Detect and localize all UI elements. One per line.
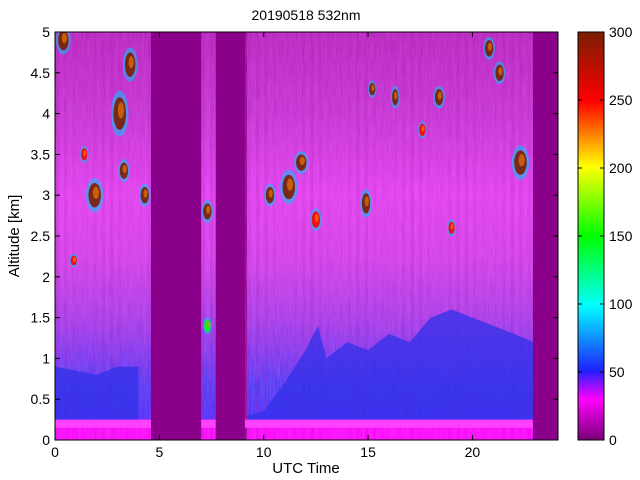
cloud-feature xyxy=(138,183,151,207)
y-tick-label: 0 xyxy=(42,432,50,448)
y-tick-label: 1 xyxy=(42,350,50,366)
x-tick-label: 10 xyxy=(256,444,272,460)
colorbar-tick-label: 250 xyxy=(609,92,633,108)
cloud-feature xyxy=(417,121,427,139)
y-tick-label: 4.5 xyxy=(31,65,51,81)
x-tick-label: 0 xyxy=(51,444,59,460)
cloud-feature xyxy=(483,36,495,60)
cloud-feature xyxy=(122,47,138,82)
colorbar-gradient xyxy=(577,31,605,441)
cloud-feature xyxy=(69,253,79,268)
colorbar-ticks: 0 50 100 150 200 250 300 xyxy=(578,24,633,448)
cloud-feature xyxy=(110,90,129,137)
cloud-feature xyxy=(201,200,214,223)
cloud-feature xyxy=(293,151,309,174)
y-tick-label: 1.5 xyxy=(31,310,51,326)
x-tick-label: 20 xyxy=(465,444,481,460)
colorbar-tick-label: 0 xyxy=(609,432,617,448)
y-tick-label: 0.5 xyxy=(31,391,51,407)
colorbar-tick-label: 50 xyxy=(609,364,625,380)
y-tick-label: 2.5 xyxy=(31,228,51,244)
cloud-feature xyxy=(264,183,276,207)
x-tick-label: 15 xyxy=(360,444,376,460)
y-axis: 0 0.5 1 1.5 2 2.5 3 3.5 4 4.5 5 xyxy=(31,24,558,448)
y-tick-label: 5 xyxy=(42,24,50,40)
boundary-layer xyxy=(55,309,533,428)
cloud-feature xyxy=(279,169,298,205)
colorbar-tick-label: 300 xyxy=(609,24,633,40)
cloud-feature xyxy=(390,85,400,109)
cloud-features xyxy=(56,32,530,335)
cloud-feature xyxy=(511,145,530,180)
cloud-feature xyxy=(367,80,377,98)
y-tick-label: 3.5 xyxy=(31,146,51,162)
x-axis: 0 5 10 15 20 xyxy=(51,32,480,460)
colorbar-tick-label: 100 xyxy=(609,296,633,312)
cloud-feature xyxy=(79,145,89,163)
chart-title: 20190518 532nm xyxy=(252,7,361,23)
cloud-feature xyxy=(447,219,456,237)
cloud-feature xyxy=(56,32,71,55)
cloud-feature xyxy=(118,159,130,183)
colorbar-tick-label: 150 xyxy=(609,228,633,244)
cloud-feature xyxy=(433,85,445,109)
no-data-gap xyxy=(151,32,202,440)
y-axis-label: Altitude [km] xyxy=(6,195,23,278)
y-tick-label: 3 xyxy=(42,187,50,203)
x-axis-label: UTC Time xyxy=(272,460,340,477)
plot-area xyxy=(55,32,558,440)
cloud-feature xyxy=(310,208,322,232)
colorbar: 0 50 100 150 200 250 300 xyxy=(577,24,633,448)
y-tick-label: 2 xyxy=(42,269,50,285)
no-data-gap xyxy=(215,32,245,440)
boundary-layer-region xyxy=(247,309,533,420)
cloud-feature xyxy=(202,317,212,335)
boundary-layer-region xyxy=(55,366,139,420)
cloud-feature xyxy=(85,178,104,213)
cloud-feature xyxy=(360,189,372,218)
cloud-feature xyxy=(493,61,506,85)
ground-band xyxy=(55,419,533,428)
x-tick-label: 5 xyxy=(155,444,163,460)
colorbar-tick-label: 200 xyxy=(609,160,633,176)
y-tick-label: 4 xyxy=(42,106,50,122)
